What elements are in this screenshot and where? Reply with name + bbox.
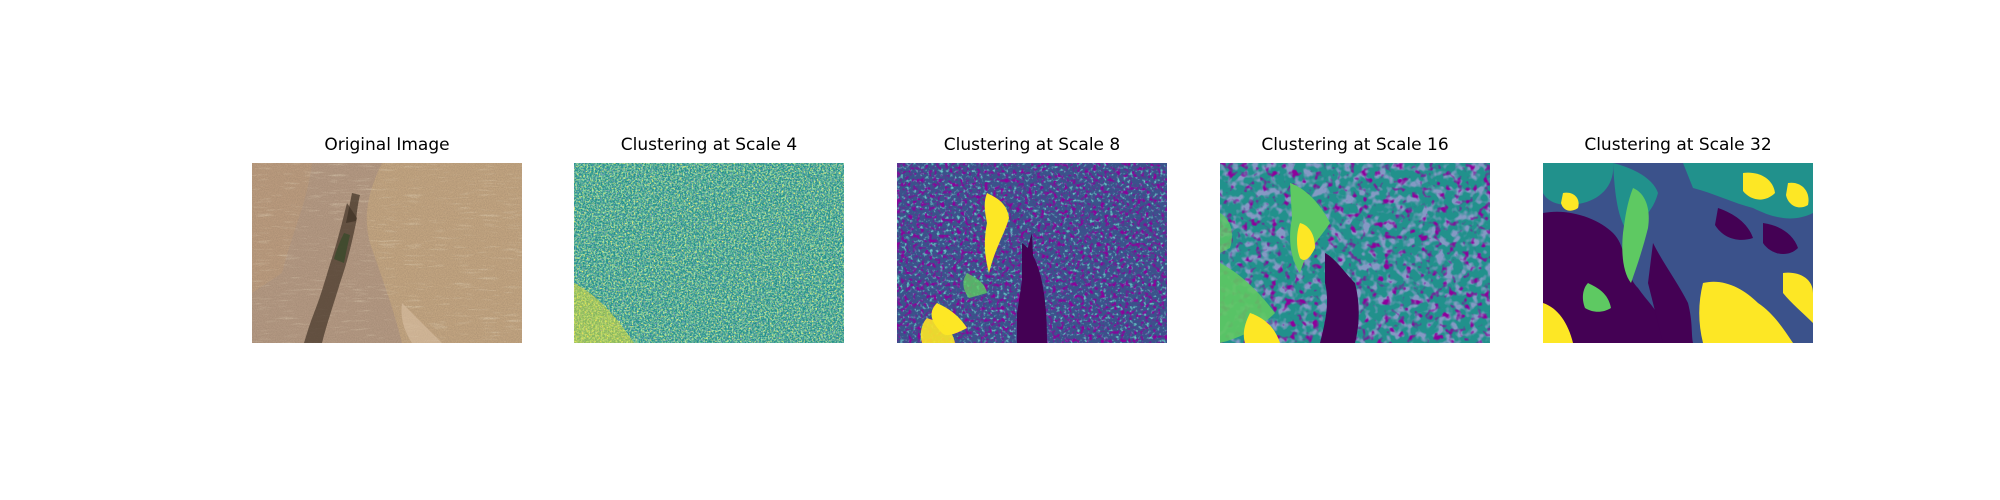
cluster-map-scale-16 <box>1220 163 1490 343</box>
panel-title: Original Image <box>324 135 450 155</box>
cluster-map-scale-32 <box>1543 163 1813 343</box>
panel-title: Clustering at Scale 32 <box>1584 135 1772 155</box>
panel-title: Clustering at Scale 4 <box>620 135 798 155</box>
cluster-map-scale-8 <box>897 163 1167 343</box>
cluster-map-scale-4 <box>574 163 844 343</box>
panel-title: Clustering at Scale 16 <box>1261 135 1449 155</box>
original-image <box>252 163 522 343</box>
panel-title: Clustering at Scale 8 <box>943 135 1121 155</box>
